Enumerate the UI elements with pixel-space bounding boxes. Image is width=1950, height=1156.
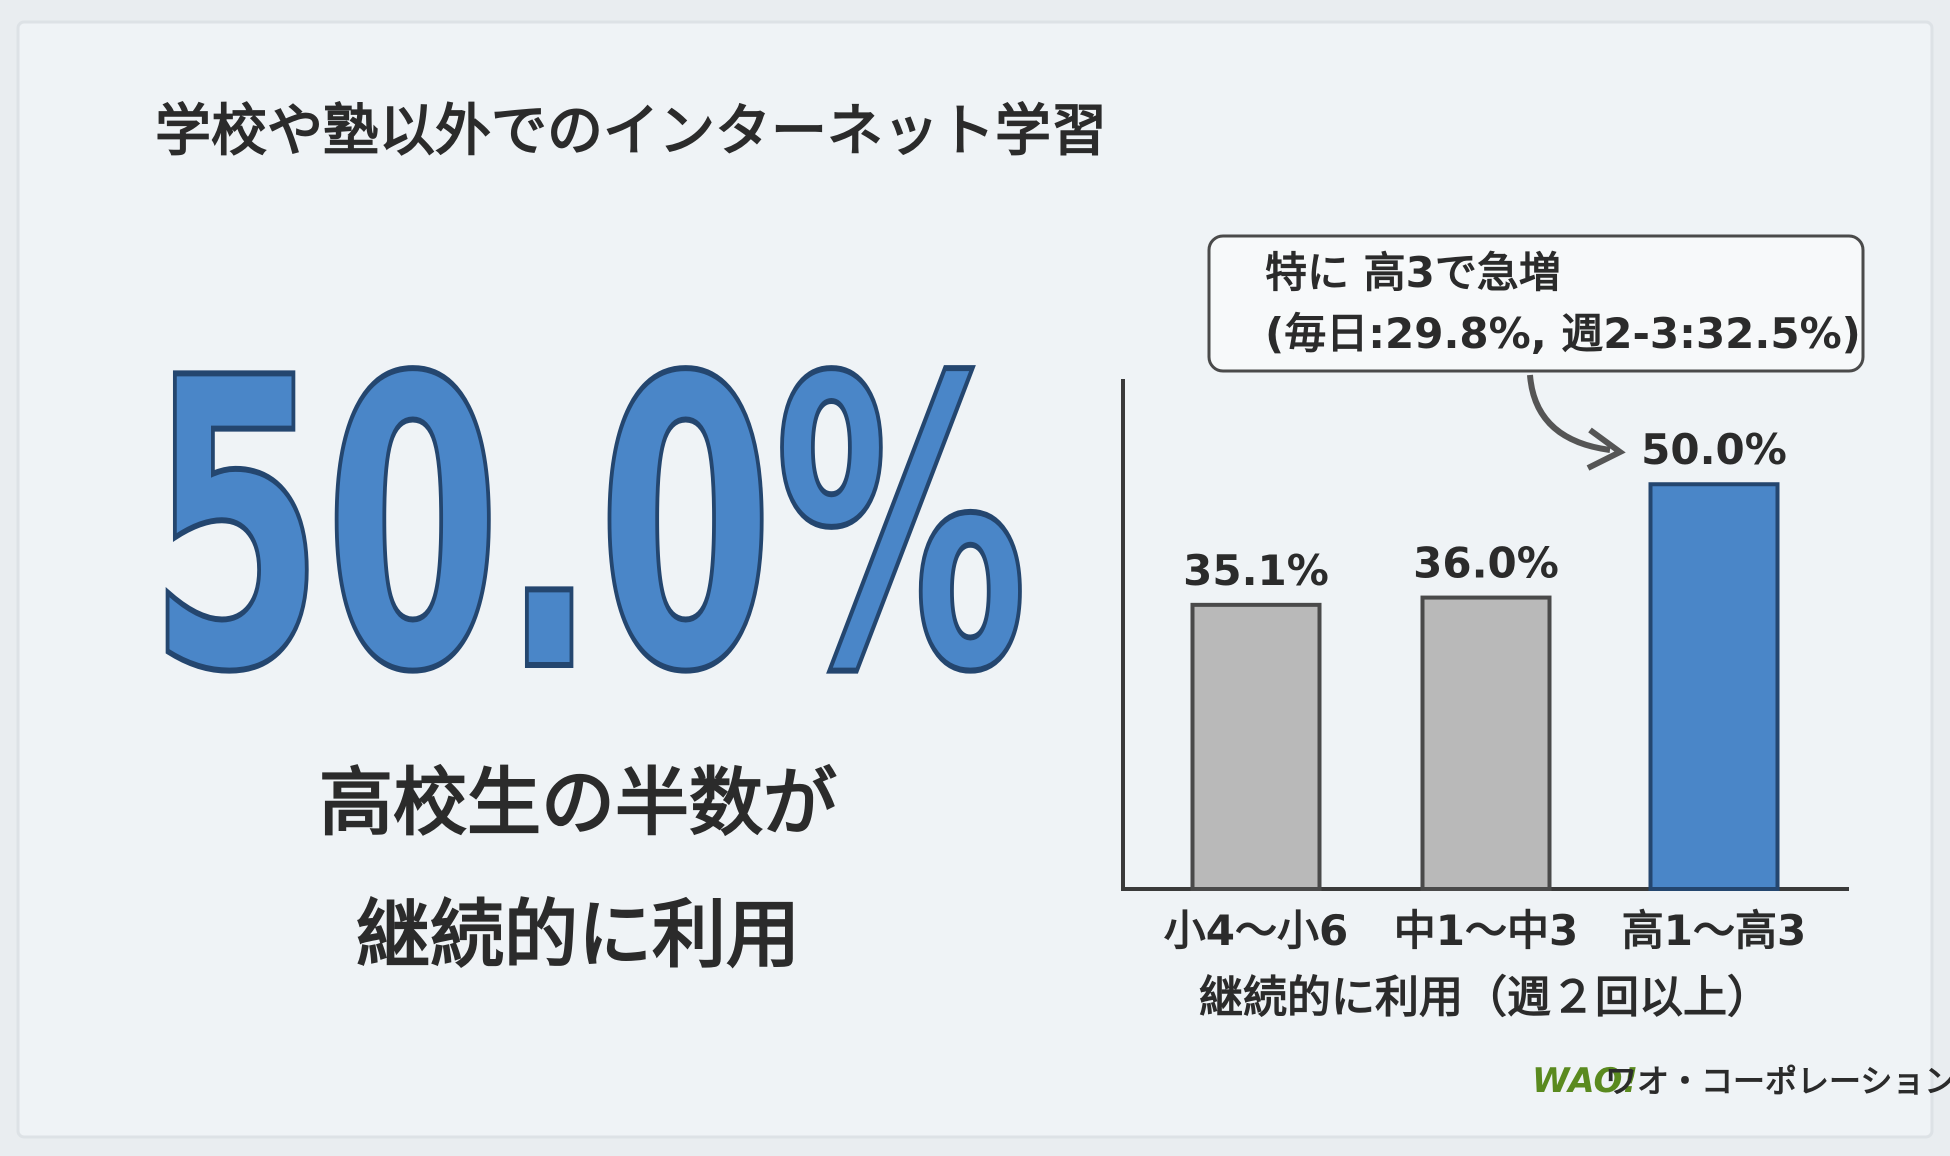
x-tick-label: 高1〜高3	[1622, 906, 1806, 955]
caption: 継続的に利用	[356, 892, 800, 978]
arrow	[1527, 374, 1611, 453]
caption: 高校生の半数が	[319, 760, 837, 846]
value-label: 50.0%	[1641, 425, 1787, 474]
annotation: (毎日:29.8%, 週2-3:32.5%)	[1265, 309, 1861, 358]
annotation-box	[1207, 234, 1865, 373]
bar	[1648, 482, 1780, 891]
x-tick-label: 中1〜中3	[1394, 906, 1578, 955]
value-label: 36.0%	[1413, 539, 1559, 588]
big-stat: 50.0%	[148, 295, 1028, 760]
title: 学校や塾以外でのインターネット学習	[155, 99, 1107, 164]
annotation: 特に 高3で急増	[1265, 248, 1561, 297]
x-axis-label: 継続的に利用（週２回以上）	[1199, 972, 1771, 1023]
company: ワオ・コーポレーション	[1605, 1062, 1950, 1100]
x-tick-label: 小4〜小6	[1164, 906, 1348, 955]
bar	[1190, 602, 1322, 891]
logo: WAO!	[1532, 1061, 1638, 1101]
bar	[1420, 595, 1552, 891]
arrow-head	[1586, 427, 1626, 471]
value-label: 35.1%	[1183, 546, 1329, 595]
